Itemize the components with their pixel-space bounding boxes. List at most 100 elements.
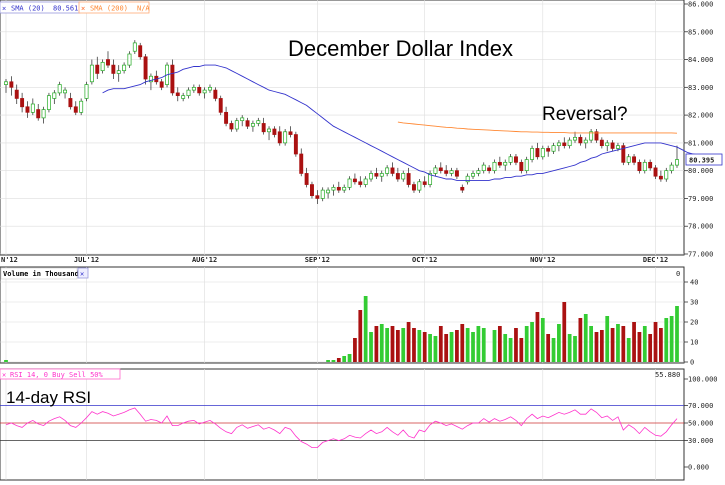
volume-bar [524,326,529,362]
close-x-icon[interactable]: ✕ [80,270,84,278]
candle-down [578,136,583,144]
candle-up [449,170,454,174]
volume-bar [546,334,551,362]
volume-tick-label: 20 [690,319,698,327]
candle-up [503,161,508,166]
candle-up [433,167,438,174]
volume-bar [4,360,8,362]
volume-bar [594,332,599,362]
volume-bar [428,334,432,362]
candle-down [95,64,100,74]
volume-bar [449,332,454,362]
candle-up [283,131,288,144]
chart-title: December Dollar Index [288,36,513,61]
rsi-tick-label: 0.000 [688,464,709,472]
volume-bar [616,324,620,362]
candle-down [637,161,642,172]
rsi-line [5,407,678,448]
time-tick-label: DEC'12 [643,256,668,264]
candle-up [100,61,105,72]
sma-lines [102,64,699,181]
sma200-legend-label: SMA (200) [90,5,128,13]
sma200-legend-box[interactable] [78,1,150,14]
candle-down [261,123,266,133]
candle-down [218,98,223,113]
volume-bar [492,330,497,362]
candle-down [336,186,341,191]
volume-bar [342,356,347,362]
volume-bar [675,306,679,362]
volume-bar [353,338,357,362]
candle-down [422,181,427,185]
candle-down [460,186,465,191]
candle-down [594,131,599,141]
time-tick-label: N'12 [1,256,18,264]
candle-up [326,189,331,194]
candle-up [46,95,51,110]
close-x-icon[interactable]: ✕ [2,5,6,13]
volume-bar [406,322,411,362]
candle-up [191,86,196,91]
candle-down [272,128,277,135]
reversal-annotation: Reversal? [542,104,628,125]
candle-up [476,170,481,174]
candle-down [159,81,164,88]
candle-up [84,84,89,99]
candle-down [632,156,637,163]
volume-bar [626,338,631,362]
volume-bar [395,330,400,362]
candle-up [202,89,207,94]
candle-down [9,81,14,88]
close-x-icon[interactable]: ✕ [81,5,85,13]
volume-bar [508,338,513,362]
candle-down [535,148,540,158]
candle-up [347,178,352,188]
close-x-icon[interactable]: ✕ [2,371,6,379]
candle-up [132,42,137,52]
sma20-legend-value: 80.561 [53,5,78,13]
volume-bar [610,328,615,362]
candle-down [454,170,459,177]
volume-bar [471,332,475,362]
volume-bar [385,328,390,362]
candle-up [369,173,373,180]
volume-bar [573,336,577,362]
candle-down [519,161,524,172]
candle-up [508,156,513,163]
volume-bar [519,338,524,362]
volume-bar [642,326,647,362]
candle-up [675,159,679,166]
candle-up [664,170,669,180]
volume-bar [476,326,481,362]
volume-bar [583,314,588,362]
volume-bar [664,318,669,362]
volume-close-box[interactable] [77,267,89,279]
volume-bar [465,328,470,362]
candle-down [304,173,309,185]
candle-up [605,142,610,147]
candle-down [170,64,175,94]
volume-bar [551,338,556,362]
candle-up [401,173,406,180]
candle-down [610,142,615,149]
candle-up [234,120,239,130]
rsi-legend-box[interactable] [0,368,121,380]
candle-up [481,164,486,172]
candle-up [428,173,433,185]
axis-labels: 77.000 78.000 79.000 80.000 81.000 82.000 83.0… [1,1,718,472]
candle-down [277,131,282,144]
candle-up [573,136,577,141]
candle-up [567,139,572,147]
candle-up [589,131,594,141]
volume-bar [326,360,330,362]
volume-bar [653,322,658,362]
candle-down [621,145,626,163]
candle-up [116,70,121,74]
price-tick-label: 80.000 [688,167,713,175]
price-panel-frame [0,0,685,256]
candle-down [406,173,411,185]
last-price-tag: 80.395 [685,153,723,166]
rsi-tick-label: 100.000 [688,376,718,384]
volume-bar [589,326,593,362]
